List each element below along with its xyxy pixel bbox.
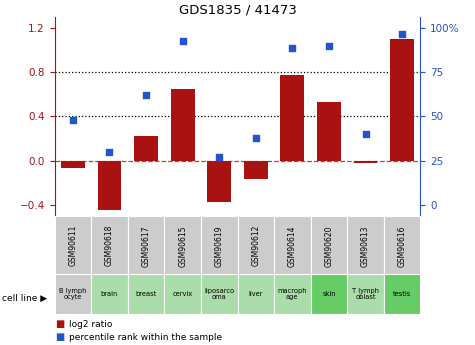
Bar [171,89,195,160]
Bar [353,160,378,163]
Text: skin: skin [322,291,336,297]
Bar [274,274,311,314]
Text: brain: brain [101,291,118,297]
Bar [347,216,384,276]
Bar [91,216,128,276]
Text: GSM90620: GSM90620 [324,225,333,267]
Text: GSM90614: GSM90614 [288,225,297,267]
Text: GSM90616: GSM90616 [398,225,407,267]
Bar [317,102,341,160]
Bar [244,160,268,179]
Bar [207,160,231,203]
Bar [201,274,238,314]
Point [325,43,332,49]
Bar [384,216,420,276]
Title: GDS1835 / 41473: GDS1835 / 41473 [179,3,296,16]
Point [252,135,259,140]
Bar [128,216,164,276]
Text: ■: ■ [55,333,64,342]
Text: breast: breast [135,291,157,297]
Bar [164,216,201,276]
Bar [311,216,347,276]
Point [105,149,113,155]
Bar [201,216,238,276]
Text: GSM90613: GSM90613 [361,225,370,267]
Text: macroph
age: macroph age [277,288,307,300]
Text: liver: liver [248,291,263,297]
Bar [311,274,347,314]
Bar [164,274,201,314]
Text: liposarco
oma: liposarco oma [204,288,234,300]
Text: GSM90611: GSM90611 [68,225,77,266]
Point [216,154,223,160]
Text: log2 ratio: log2 ratio [69,320,112,329]
Text: GSM90618: GSM90618 [105,225,114,266]
Text: GSM90612: GSM90612 [251,225,260,266]
Text: T lymph
oblast: T lymph oblast [352,288,379,300]
Text: cervix: cervix [172,291,193,297]
Bar [280,75,304,160]
Text: cell line ▶: cell line ▶ [2,294,48,303]
Bar [55,216,91,276]
Text: testis: testis [393,291,411,297]
Text: GSM90615: GSM90615 [178,225,187,267]
Bar [97,160,122,210]
Bar [390,39,414,160]
Bar [347,274,384,314]
Text: GSM90617: GSM90617 [142,225,151,267]
Text: GSM90619: GSM90619 [215,225,224,267]
Bar [91,274,128,314]
Bar [55,274,91,314]
Bar [238,216,274,276]
Bar [134,136,158,160]
Bar [384,274,420,314]
Point [179,38,186,43]
Bar [274,216,311,276]
Bar [61,160,85,168]
Bar [238,274,274,314]
Point [142,92,150,98]
Point [362,131,370,137]
Bar [128,274,164,314]
Text: B lymph
ocyte: B lymph ocyte [59,288,86,300]
Text: ■: ■ [55,319,64,329]
Text: percentile rank within the sample: percentile rank within the sample [69,333,222,342]
Point [69,117,77,123]
Point [398,31,406,36]
Point [289,45,296,50]
